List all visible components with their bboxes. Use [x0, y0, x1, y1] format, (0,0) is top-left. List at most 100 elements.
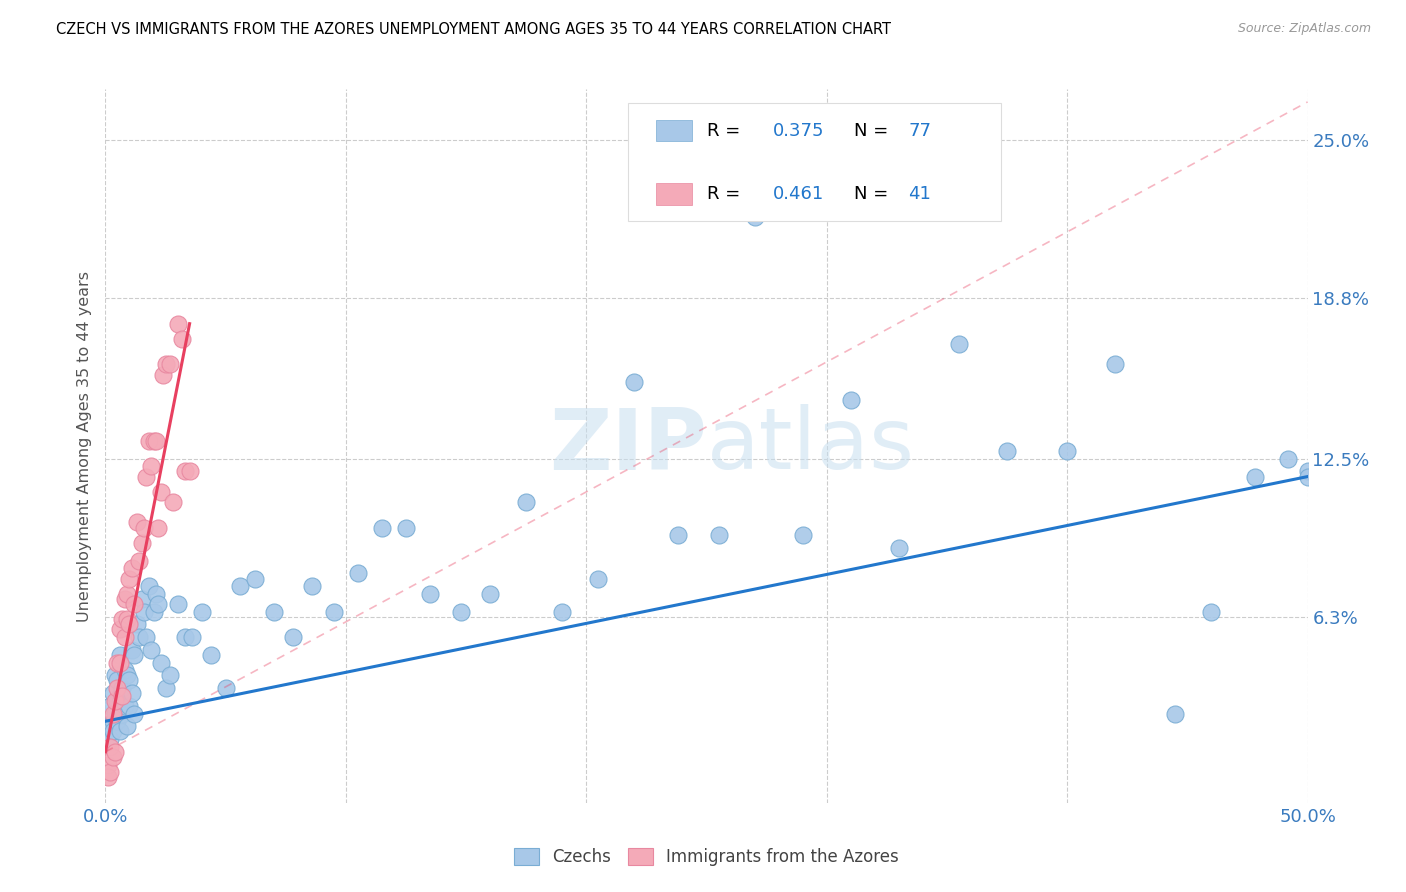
- FancyBboxPatch shape: [628, 103, 1001, 221]
- Point: [1104, 358, 1126, 372]
- Point: [121, 686, 143, 700]
- Text: ZIP: ZIP: [548, 404, 707, 488]
- Point: [173, 630, 195, 644]
- Point: [1056, 444, 1078, 458]
- Point: [131, 591, 153, 606]
- Point: [162, 495, 184, 509]
- Point: [121, 643, 143, 657]
- Point: [124, 648, 146, 662]
- Point: [101, 686, 124, 700]
- Legend: Czechs, Immigrants from the Azores: Czechs, Immigrants from the Azores: [508, 841, 905, 873]
- Point: [190, 605, 212, 619]
- Point: [419, 587, 441, 601]
- Point: [111, 681, 134, 695]
- FancyBboxPatch shape: [657, 120, 692, 141]
- Text: R =: R =: [707, 186, 745, 203]
- Point: [371, 520, 394, 534]
- Point: [138, 579, 160, 593]
- Point: [107, 656, 129, 670]
- Point: [104, 694, 127, 708]
- Point: [229, 579, 252, 593]
- Point: [744, 210, 766, 224]
- Point: [551, 605, 574, 619]
- Point: [108, 724, 131, 739]
- Point: [118, 572, 141, 586]
- Point: [243, 572, 266, 586]
- Point: [97, 770, 120, 784]
- Point: [121, 561, 143, 575]
- Point: [1201, 605, 1223, 619]
- Point: [139, 459, 162, 474]
- Point: [623, 376, 645, 390]
- Point: [111, 689, 134, 703]
- Point: [145, 434, 167, 448]
- Point: [108, 689, 131, 703]
- Point: [101, 750, 124, 764]
- Point: [128, 630, 150, 644]
- Point: [114, 698, 136, 713]
- Point: [172, 332, 194, 346]
- Point: [149, 656, 172, 670]
- Point: [111, 706, 134, 721]
- Point: [166, 597, 188, 611]
- Text: 77: 77: [908, 121, 931, 139]
- Point: [107, 694, 129, 708]
- Point: [98, 765, 121, 780]
- Text: Source: ZipAtlas.com: Source: ZipAtlas.com: [1237, 22, 1371, 36]
- Point: [142, 605, 165, 619]
- Point: [128, 554, 150, 568]
- Point: [666, 528, 689, 542]
- Point: [322, 605, 344, 619]
- Point: [148, 597, 170, 611]
- Point: [125, 617, 148, 632]
- Point: [995, 444, 1018, 458]
- Point: [155, 358, 177, 372]
- Point: [281, 630, 304, 644]
- Point: [159, 668, 181, 682]
- Point: [135, 630, 157, 644]
- Point: [479, 587, 502, 601]
- Point: [124, 706, 146, 721]
- Text: R =: R =: [707, 121, 745, 139]
- Point: [118, 617, 141, 632]
- Point: [214, 681, 236, 695]
- Point: [104, 668, 127, 682]
- Point: [839, 393, 862, 408]
- Point: [101, 706, 124, 721]
- Point: [1277, 451, 1299, 466]
- Point: [104, 745, 127, 759]
- Point: [108, 623, 131, 637]
- Point: [515, 495, 537, 509]
- Point: [138, 434, 160, 448]
- Point: [97, 719, 120, 733]
- Point: [132, 605, 155, 619]
- Point: [108, 648, 131, 662]
- Point: [450, 605, 472, 619]
- Point: [115, 587, 138, 601]
- Point: [107, 714, 129, 729]
- Point: [98, 732, 121, 747]
- Point: [97, 757, 120, 772]
- Point: [115, 668, 138, 682]
- Point: [107, 673, 129, 688]
- Text: 0.461: 0.461: [773, 186, 824, 203]
- Point: [101, 724, 124, 739]
- Point: [148, 520, 170, 534]
- Point: [142, 434, 165, 448]
- Point: [101, 714, 124, 729]
- Point: [98, 698, 121, 713]
- Point: [98, 739, 121, 754]
- Point: [948, 337, 970, 351]
- Point: [118, 698, 141, 713]
- Point: [166, 317, 188, 331]
- Text: N =: N =: [855, 121, 894, 139]
- Point: [792, 528, 814, 542]
- Point: [395, 520, 418, 534]
- Point: [124, 597, 146, 611]
- Point: [125, 516, 148, 530]
- Point: [107, 681, 129, 695]
- Point: [149, 484, 172, 499]
- Point: [263, 605, 285, 619]
- Point: [114, 630, 136, 644]
- Point: [1164, 706, 1187, 721]
